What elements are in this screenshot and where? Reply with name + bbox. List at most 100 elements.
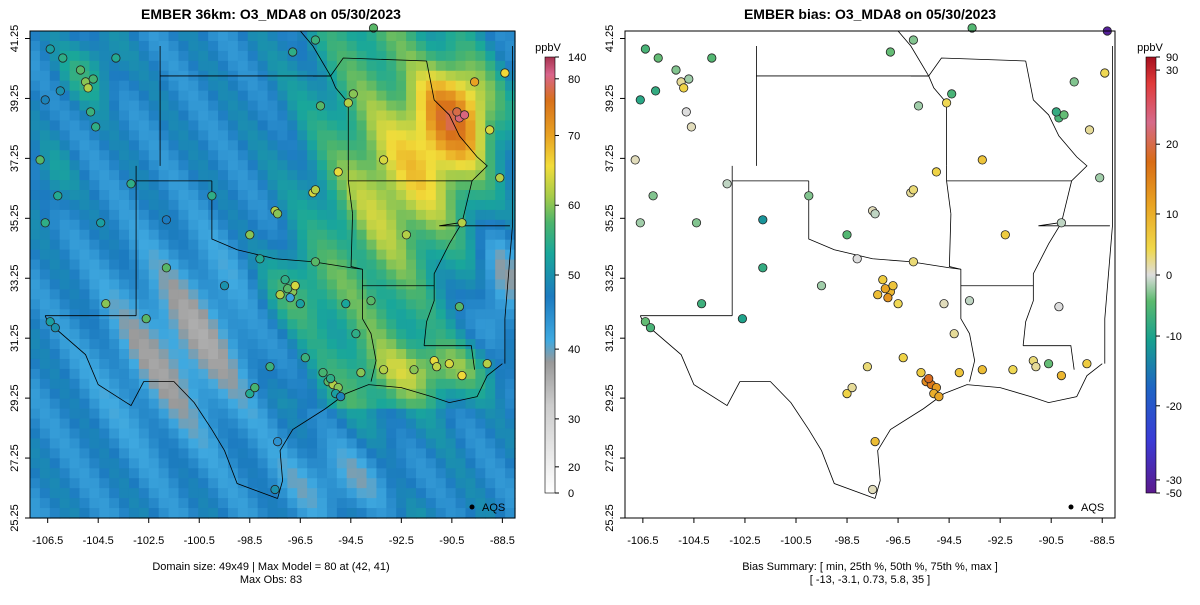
bias-point [640,44,651,54]
model-grid-cell [317,170,328,181]
model-grid-cell [435,488,447,499]
model-grid-cell [188,478,199,489]
bias-point [908,185,919,195]
model-grid-cell [119,31,130,42]
model-grid-cell [287,299,298,310]
model-grid-cell [138,418,150,430]
obs-point [454,302,464,312]
model-grid-cell [109,160,120,171]
model-grid-cell [237,299,249,310]
model-grid-cell [168,339,180,350]
model-grid-cell [356,90,368,102]
model-grid-cell [317,120,328,131]
model-grid-cell [376,329,387,340]
model-grid-cell [307,199,318,211]
model-grid-cell [59,190,71,201]
obs-point [288,47,298,57]
model-grid-cell [336,120,348,131]
model-grid-cell [89,368,100,380]
model-grid-cell [287,458,298,469]
model-grid-cell [485,110,496,122]
model-grid-cell [386,319,397,330]
obs-point [275,290,285,300]
model-grid-cell [445,279,457,291]
model-grid-cell [425,378,437,390]
model-grid-cell [158,269,170,281]
model-grid-cell [69,349,81,360]
model-grid-cell [198,31,209,42]
model-grid-cell [475,60,486,72]
model-grid-cell [109,31,120,42]
model-grid-cell [178,418,189,430]
model-grid-cell [39,209,51,221]
model-grid-cell [406,60,417,72]
model-grid-cell [148,388,160,400]
model-grid-cell [416,349,427,360]
model-grid-cell [475,329,486,340]
model-grid-cell [346,488,358,499]
model-grid-cell [317,408,328,420]
model-grid-cell [138,368,150,380]
model-grid-cell [416,378,427,390]
model-grid-cell [128,488,140,499]
model-grid-cell [317,160,328,171]
model-grid-cell [138,279,150,291]
model-grid-cell [158,219,170,231]
model-grid-cell [188,160,199,171]
colorbar-tick-label: -30 [1166,475,1182,487]
model-grid-cell [128,299,140,310]
model-grid-cell [237,229,249,241]
state-boundary-line [808,180,961,270]
model-grid-cell [287,259,298,271]
model-grid-cell [317,438,328,450]
model-grid-cell [406,190,417,201]
model-grid-cell [326,438,338,450]
model-grid-cell [237,438,249,450]
model-grid-cell [376,418,387,430]
model-grid-cell [138,90,150,102]
model-grid-cell [287,388,298,400]
model-grid-cell [178,339,189,350]
model-grid-cell [495,358,506,370]
model-grid-cell [99,90,110,102]
model-grid-cell [505,160,516,171]
model-grid-cell [49,60,61,72]
model-grid-cell [178,319,189,330]
model-grid-cell [317,299,328,310]
model-grid-cell [455,70,467,82]
model-grid-cell [59,478,71,489]
model-grid-cell [406,229,417,241]
right-plot-frame [624,30,1116,519]
model-grid-cell [485,279,496,291]
model-grid-cell [356,438,368,450]
obs-point [310,257,320,267]
model-grid-cell [208,309,219,320]
model-grid-cell [455,498,467,509]
model-grid-cell [267,448,279,459]
model-grid-cell [326,289,338,300]
model-grid-cell [396,120,407,131]
model-grid-cell [435,259,447,271]
model-grid-cell [109,368,120,380]
model-grid-cell [148,170,160,181]
model-grid-cell [445,309,457,320]
model-grid-cell [168,120,180,131]
model-grid-cell [168,50,180,62]
colorbar-tick-label: 80 [568,74,580,86]
model-grid-cell [336,219,348,231]
model-grid-cell [109,140,120,151]
model-grid-cell [178,289,189,300]
model-grid-cell [69,418,81,430]
model-grid-cell [178,239,189,251]
model-grid-cell [267,190,279,201]
model-grid-cell [416,289,427,300]
model-grid-cell [99,199,110,211]
bias-point [640,317,651,327]
model-grid-cell [495,40,506,52]
model-grid-cell [495,209,506,221]
model-grid-cell [59,199,71,211]
model-grid-cell [297,219,308,231]
model-grid-cell [396,299,407,310]
model-grid-cell [168,180,180,191]
